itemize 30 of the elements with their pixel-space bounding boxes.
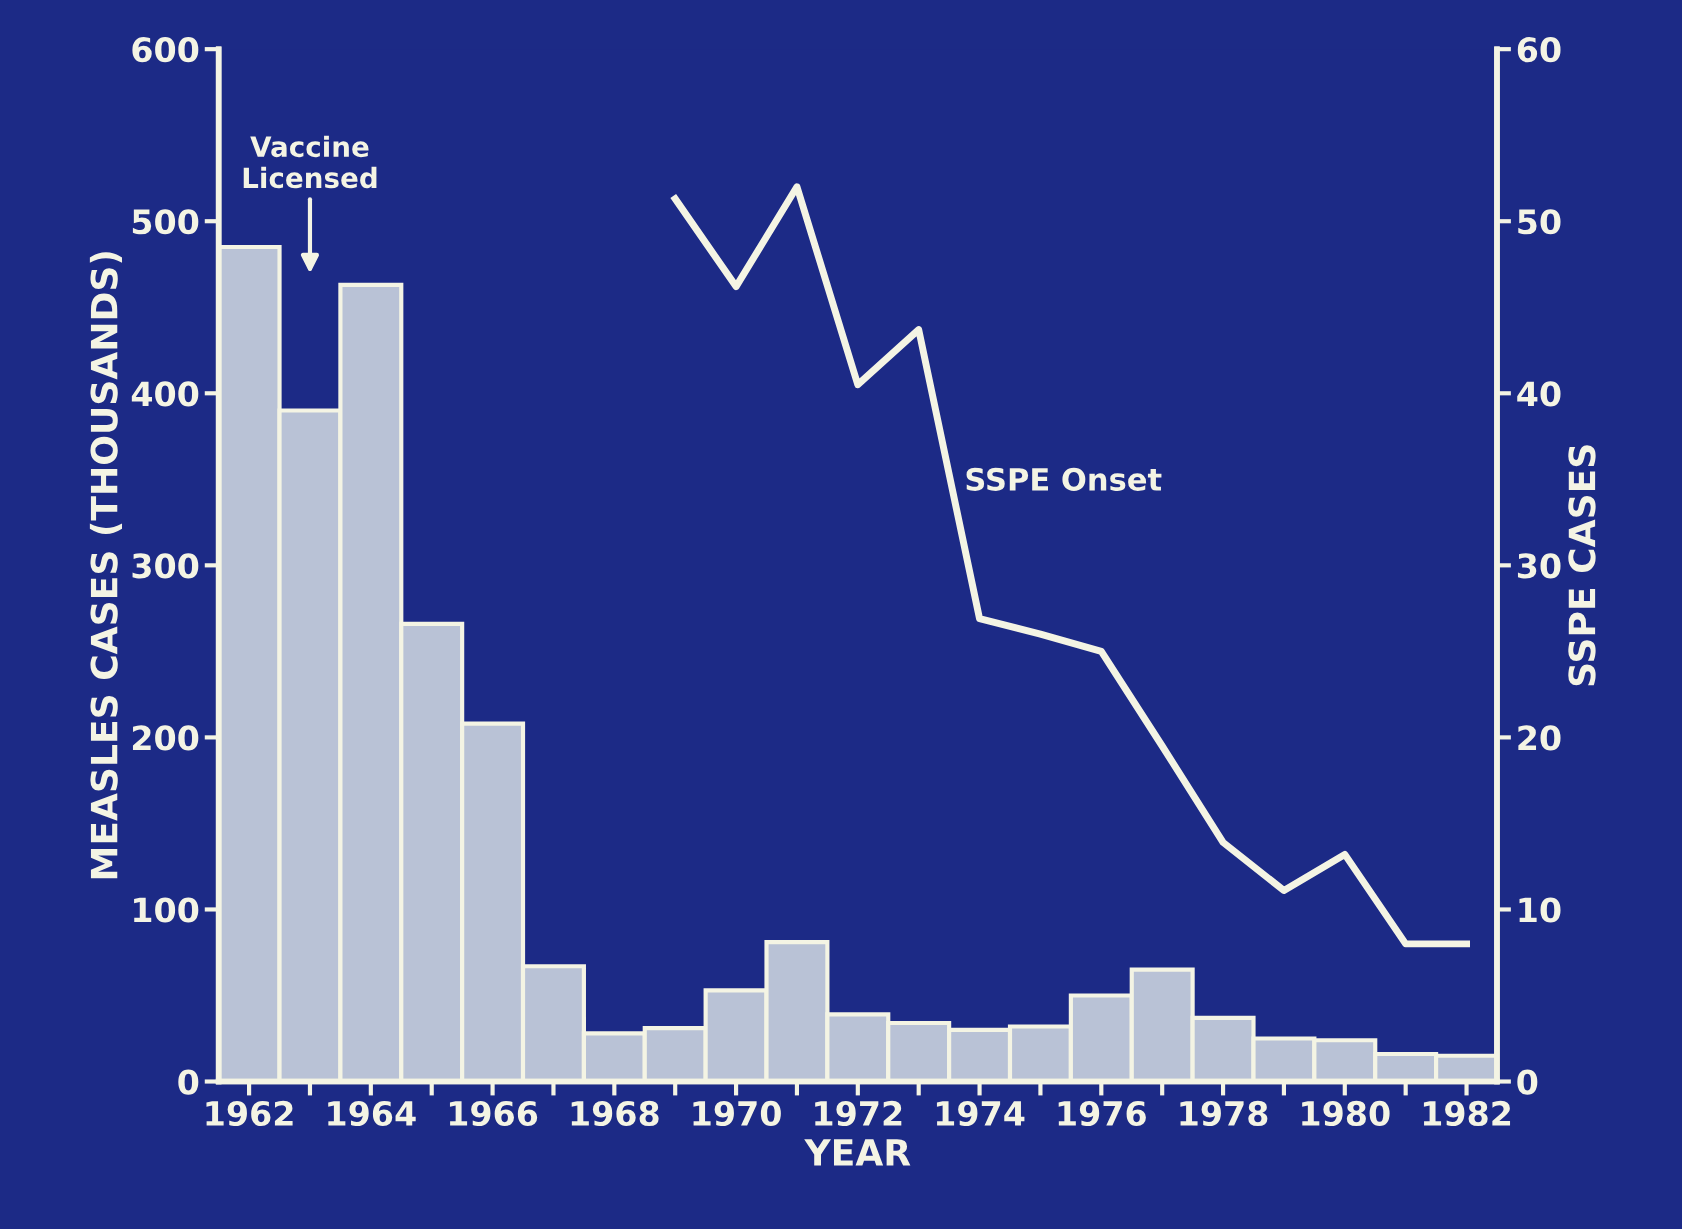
y2-tick-label: 0 [1517,1069,1538,1095]
y-axis-title: MEASLES CASES (THOUSANDS) [89,252,123,879]
y-tick-label: 100 [134,897,199,923]
y2-axis-title: SSPE CASES [1568,445,1596,686]
annotation: Vaccine Licensed [243,135,377,189]
y2-tick-label: 50 [1518,209,1561,235]
y-tick-label: 300 [132,553,199,579]
y-tick-label: 600 [132,37,199,63]
x-tick-label: 1974 [936,1100,1025,1127]
y2-tick-label: 30 [1517,553,1561,579]
y-tick-label: 200 [132,725,199,751]
y-tick-label: 400 [131,381,199,407]
x-tick-label: 1982 [1423,1100,1511,1127]
series-label: SSPE Onset [966,467,1162,491]
x-axis-title: YEAR [804,1139,911,1166]
x-tick-label: 1980 [1302,1100,1390,1127]
y2-tick-label: 10 [1519,897,1561,923]
x-tick-label: 1970 [693,1100,781,1127]
y2-tick-label: 60 [1517,37,1561,63]
y-tick-label: 0 [178,1069,199,1095]
x-tick-label: 1978 [1180,1100,1268,1127]
x-tick-label: 1962 [206,1100,293,1127]
x-tick-label: 1976 [1058,1100,1146,1127]
y2-tick-label: 20 [1518,725,1561,751]
x-tick-label: 1966 [449,1100,538,1127]
x-tick-label: 1964 [328,1100,416,1127]
y2-tick-label: 40 [1517,381,1561,407]
x-tick-label: 1972 [815,1100,902,1127]
x-tick-label: 1968 [571,1100,659,1127]
y-tick-label: 500 [132,209,199,235]
